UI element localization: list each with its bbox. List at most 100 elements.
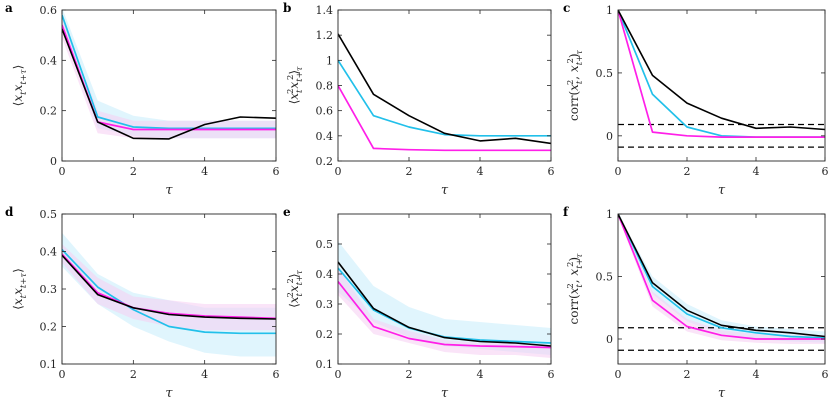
x-tick-label: 0 — [59, 165, 66, 178]
x-axis-label: τ — [165, 386, 173, 401]
magenta-confidence-band — [62, 244, 276, 331]
x-tick-label: 0 — [59, 368, 66, 381]
panel-e: 0 2 4 6 0.1 0.2 0.3 0.4 0.5 τ ⟨xt2xt+τ2⟩ e — [283, 205, 555, 401]
panel-b: 0 2 4 6 0.2 0.4 0.6 0.8 1 1.2 1.4 τ ⟨xt2xt+τ2⟩ b — [283, 1, 555, 198]
x-tick-label: 2 — [684, 165, 691, 178]
x-tick-label: 2 — [130, 165, 137, 178]
y-tick-label: 0.2 — [40, 321, 58, 334]
x-tick-label: 2 — [130, 368, 137, 381]
y-tick-label: 1.4 — [316, 4, 334, 17]
y-tick-label: 0.1 — [316, 358, 334, 371]
panel-letter: f — [563, 205, 569, 219]
y-axis-label: ⟨xtxt+τ⟩ — [11, 268, 29, 310]
y-tick-label: 0.4 — [316, 130, 334, 143]
y-tick-label: 0.2 — [316, 328, 334, 341]
y-tick-label: 0.5 — [316, 238, 334, 251]
y-axis-label: ⟨xtxt+τ⟩ — [11, 65, 29, 107]
series-magenta-line — [618, 10, 825, 138]
x-tick-label: 6 — [822, 368, 829, 381]
x-tick-label: 0 — [335, 368, 342, 381]
y-tick-label: 0.3 — [40, 283, 58, 296]
x-tick-label: 0 — [335, 165, 342, 178]
x-axis-label: τ — [718, 183, 726, 198]
y-tick-label: 1 — [326, 54, 333, 67]
x-tick-label: 4 — [753, 368, 760, 381]
x-tick-label: 4 — [753, 165, 760, 178]
y-tick-label: 0.4 — [40, 246, 58, 259]
x-tick-label: 4 — [201, 165, 208, 178]
x-tick-label: 4 — [477, 368, 484, 381]
panel-letter: c — [563, 1, 570, 15]
y-tick-label: 0.5 — [596, 67, 614, 80]
x-tick-label: 2 — [684, 368, 691, 381]
x-axis-label: τ — [441, 183, 449, 198]
x-tick-label: 6 — [548, 368, 555, 381]
x-tick-label: 4 — [201, 368, 208, 381]
plot-area — [338, 33, 551, 152]
series-black-line — [62, 254, 276, 320]
series-black-line — [62, 28, 276, 140]
series-cyan-line — [338, 59, 551, 137]
series-cyan-line — [62, 249, 276, 335]
x-tick-label: 2 — [406, 368, 413, 381]
panel-d: 0 2 4 6 0.1 0.2 0.3 0.4 0.5 τ ⟨xtxt+τ⟩ d — [5, 205, 280, 401]
y-tick-label: 0.4 — [40, 54, 58, 67]
magenta-confidence-band — [618, 214, 825, 344]
series-black-line — [338, 261, 551, 347]
plot-area — [618, 10, 825, 148]
y-tick-label: 0.4 — [316, 268, 334, 281]
panel-letter: e — [283, 205, 291, 219]
series-black-line — [618, 214, 825, 338]
panel-f: 0 2 4 6 0 0.5 1 τ corr(xt2, xt+τ2) f — [563, 205, 829, 401]
panel-letter: d — [5, 205, 14, 219]
y-tick-label: 1 — [606, 208, 613, 221]
x-tick-label: 6 — [273, 368, 280, 381]
series-cyan-line — [618, 214, 825, 339]
y-tick-label: 0.2 — [316, 155, 334, 168]
x-tick-label: 4 — [477, 165, 484, 178]
y-tick-label: 0 — [606, 130, 613, 143]
series-magenta-line — [618, 214, 825, 340]
y-tick-label: 0.6 — [40, 4, 58, 17]
y-tick-label: 0.1 — [40, 358, 58, 371]
y-tick-label: 0.5 — [40, 208, 58, 221]
y-tick-label: 0.6 — [316, 105, 334, 118]
plot-area — [338, 241, 551, 358]
x-tick-label: 0 — [615, 165, 622, 178]
plot-area — [62, 10, 276, 140]
y-tick-label: 1 — [606, 4, 613, 17]
y-axis-label: corr(xt2, xt+τ2) — [566, 50, 585, 121]
x-tick-label: 0 — [615, 368, 622, 381]
y-tick-label: 0.5 — [596, 271, 614, 284]
x-tick-label: 2 — [406, 165, 413, 178]
magenta-confidence-band — [338, 268, 551, 358]
axes-box — [617, 9, 826, 162]
y-tick-label: 0 — [606, 333, 613, 346]
series-magenta-line — [62, 253, 276, 320]
panel-letter: a — [5, 1, 13, 15]
series-cyan-line — [62, 14, 276, 130]
y-tick-label: 0.3 — [316, 298, 334, 311]
x-axis-label: τ — [718, 386, 726, 401]
y-tick-label: 0.8 — [316, 80, 334, 93]
series-magenta-line — [338, 85, 551, 152]
x-axis-label: τ — [165, 183, 173, 198]
x-tick-label: 6 — [548, 165, 555, 178]
plot-area — [618, 214, 825, 351]
axes-box — [61, 9, 277, 162]
plot-area — [62, 232, 276, 357]
y-axis-label: ⟨xt2xt+τ2⟩ — [286, 270, 305, 308]
series-black-line — [338, 33, 551, 145]
y-axis-label: corr(xt2, xt+τ2) — [566, 253, 585, 324]
series-black-line — [618, 10, 825, 131]
x-axis-label: τ — [441, 386, 449, 401]
magenta-confidence-band — [62, 17, 276, 139]
panel-a: 0 2 4 6 0 0.2 0.4 0.6 τ ⟨xtxt+τ⟩ a — [5, 1, 280, 198]
axes-box — [337, 213, 552, 365]
panel-letter: b — [283, 1, 291, 15]
x-tick-label: 6 — [822, 165, 829, 178]
y-tick-label: 1.2 — [316, 29, 334, 42]
series-magenta-line — [338, 280, 551, 349]
y-tick-label: 0 — [50, 155, 57, 168]
